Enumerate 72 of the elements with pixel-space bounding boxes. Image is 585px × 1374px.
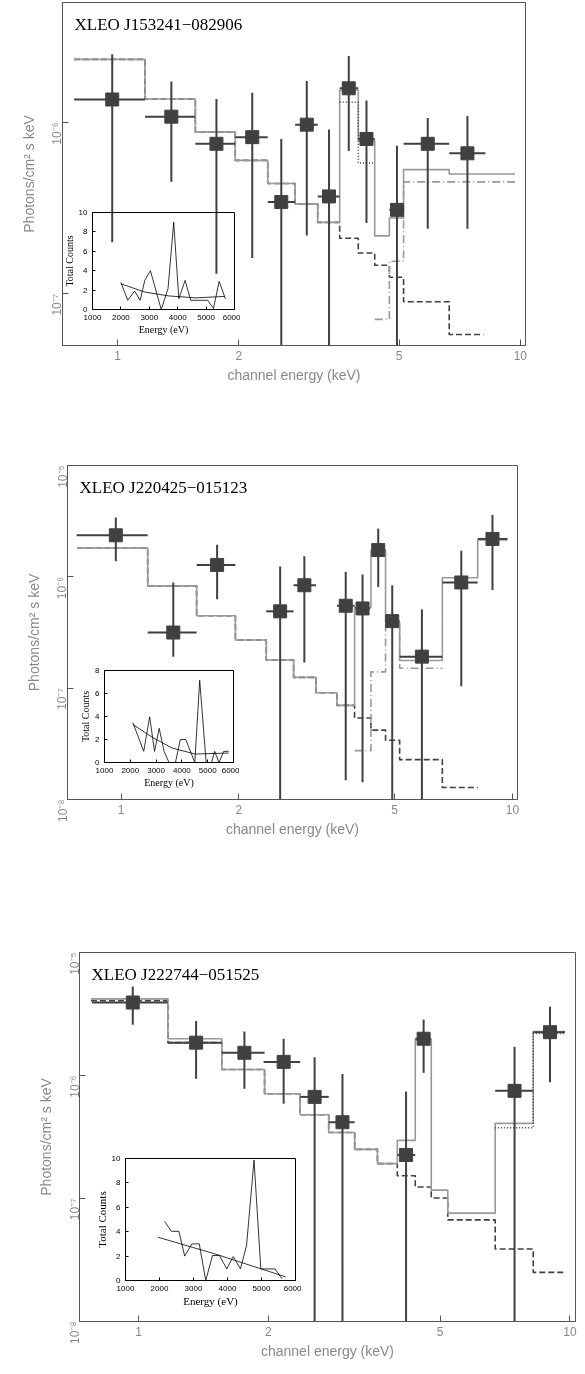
x-tick-label: 1 [114, 348, 122, 363]
text: XLEO J220425−015123 [79, 477, 248, 497]
x-tick-label: 10 [563, 1324, 577, 1339]
x-tick-label: 2000 [150, 1283, 169, 1293]
y-tick-label: 10⁻⁸ [67, 1321, 82, 1344]
x-tick-label: 5 [436, 1324, 444, 1339]
x-tick-label: 4000 [218, 1283, 237, 1293]
y-tick-label: 2 [116, 1251, 122, 1261]
y-tick-label: 10 [111, 1154, 122, 1163]
x-axis-title: channel energy (keV) [260, 1342, 395, 1359]
x-axis-title: Energy (eV) [138, 323, 189, 336]
y-axis-title: Total Counts [63, 235, 75, 287]
x-tick-label: 5000 [198, 765, 218, 775]
y-tick-label: 0 [116, 1276, 122, 1285]
text: XLEO J222744−051525 [91, 964, 260, 984]
y-axis-title: Photons/cm² s keV [25, 573, 42, 692]
x-tick-label: 2000 [121, 765, 140, 775]
x-axis-title: channel energy (keV) [225, 820, 360, 837]
x-tick-label: 5000 [197, 312, 216, 322]
y-tick-label: 6 [95, 689, 101, 698]
y-axis-title: Photons/cm² s keV [37, 1077, 54, 1196]
x-tick-label: 5000 [252, 1283, 271, 1293]
y-tick-label: 0 [83, 305, 89, 314]
x-tick-label: 2 [235, 802, 243, 817]
x-tick-label: 3000 [147, 765, 166, 775]
x-axis-title: Energy (eV) [183, 1294, 239, 1308]
x-tick-label: 3000 [140, 312, 159, 322]
y-axis-title: Total Counts [95, 1191, 108, 1248]
y-tick-label: 10 [78, 208, 89, 217]
x-tick-label: 6000 [221, 765, 241, 775]
y-axis-title: Photons/cm² s keV [20, 114, 37, 233]
y-tick-label: 6 [83, 246, 89, 256]
x-tick-label: 2 [235, 348, 243, 363]
y-tick-label: 2 [95, 735, 101, 744]
y-tick-label: 10⁻⁶ [50, 122, 65, 145]
x-tick-label: 4000 [168, 312, 188, 322]
x-tick-label: 3000 [184, 1283, 203, 1293]
x-tick-label: 2 [265, 1324, 273, 1339]
y-tick-label: 0 [95, 758, 101, 767]
y-tick-label: 8 [116, 1178, 122, 1188]
x-tick-label: 6000 [222, 312, 242, 322]
y-tick-label: 10⁻⁷ [55, 688, 70, 710]
x-tick-label: 5 [395, 348, 403, 363]
y-tick-label: 4 [95, 712, 101, 721]
y-tick-label: 4 [116, 1227, 122, 1237]
x-tick-label: 1 [135, 1324, 143, 1339]
y-tick-label: 10⁻⁸ [55, 799, 70, 822]
x-tick-label: 4000 [173, 765, 192, 775]
y-tick-label: 10⁻⁶ [67, 1075, 82, 1098]
x-axis-title: Energy (eV) [144, 776, 194, 789]
y-tick-label: 6 [116, 1202, 122, 1212]
y-axis-title: Total Counts [80, 690, 92, 743]
x-tick-label: 2000 [112, 312, 131, 322]
y-tick-label: 10⁻⁶ [55, 576, 70, 600]
x-axis-title: channel energy (keV) [227, 366, 361, 383]
y-tick-label: 10⁻⁵ [55, 465, 70, 488]
y-tick-label: 2 [83, 285, 89, 295]
y-tick-label: 8 [83, 227, 89, 237]
x-tick-label: 10 [505, 802, 520, 817]
x-tick-label: 1 [117, 802, 125, 817]
y-tick-label: 8 [95, 666, 101, 675]
x-tick-label: 6000 [283, 1283, 303, 1293]
text: XLEO J153241−082906 [74, 14, 243, 34]
x-tick-label: 5 [391, 802, 399, 817]
x-tick-label: 1000 [83, 312, 102, 322]
y-tick-label: 10⁻⁵ [67, 952, 82, 975]
x-tick-label: 1000 [116, 1283, 135, 1293]
y-tick-label: 10⁻⁷ [67, 1198, 82, 1221]
y-tick-label: 4 [83, 266, 89, 276]
x-tick-label: 1000 [95, 765, 114, 775]
y-tick-label: 10⁻⁷ [50, 293, 65, 316]
x-tick-label: 10 [513, 348, 528, 363]
